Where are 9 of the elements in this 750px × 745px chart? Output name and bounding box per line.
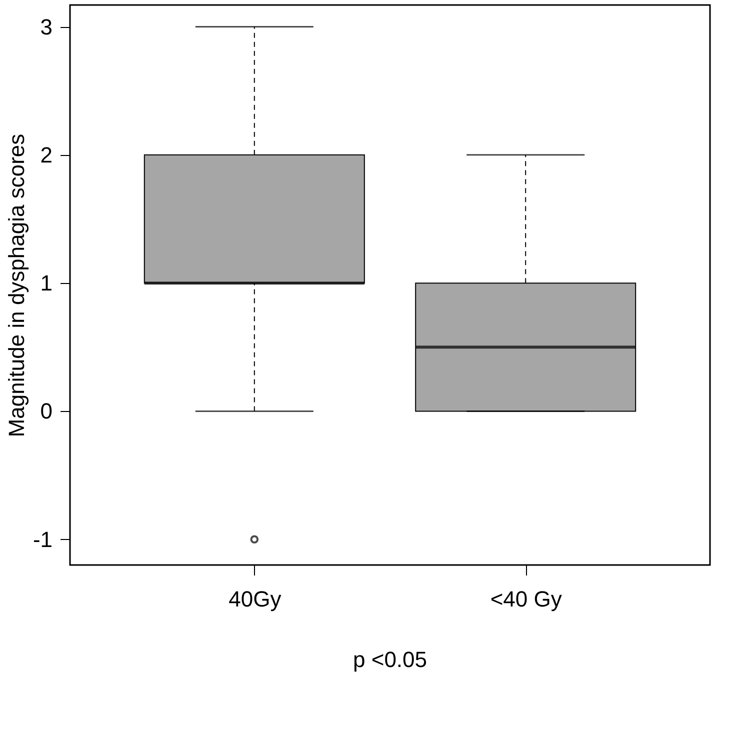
y-tick-label: 2: [40, 142, 52, 168]
x-tick-label: <40 Gy: [490, 586, 562, 612]
x-tick-label: 40Gy: [228, 586, 282, 612]
y-tick-label: 0: [40, 398, 52, 424]
y-axis-title: Magnitude in dysphagia scores: [4, 134, 29, 438]
y-tick-label: -1: [32, 526, 52, 552]
text: p <0.05: [352, 647, 428, 672]
y-tick-label: 3: [40, 14, 52, 40]
y-tick-label: 1: [40, 270, 52, 296]
